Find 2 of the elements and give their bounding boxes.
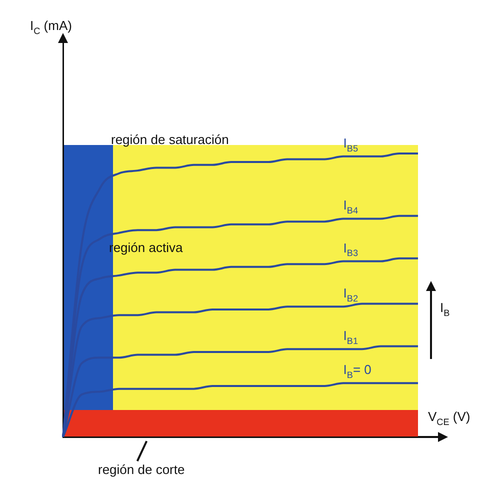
text: región de saturación [111, 132, 229, 147]
text: región de corte [98, 462, 185, 477]
